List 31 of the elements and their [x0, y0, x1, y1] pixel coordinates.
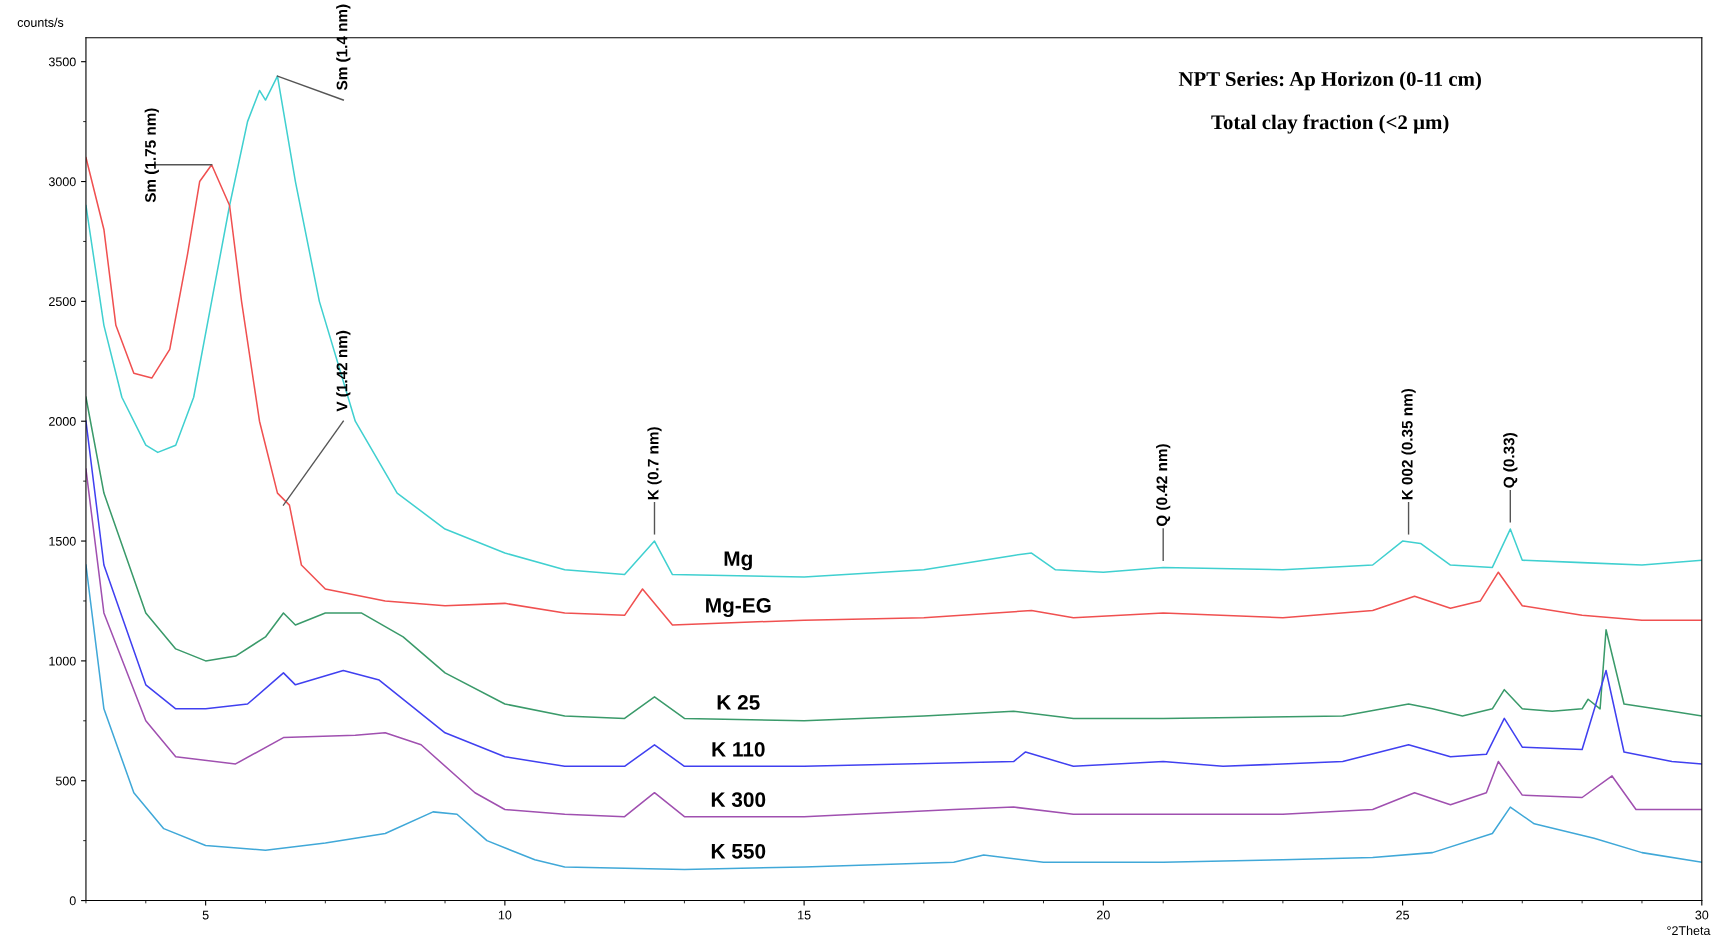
annotation: Sm (1.4 nm) [336, 4, 351, 91]
x-tick-label: 10 [498, 910, 512, 920]
y-tick-label: 1500 [49, 536, 76, 546]
series-label: K 110 [712, 741, 765, 757]
series-label: K 300 [711, 792, 766, 808]
y-tick-label: 3500 [48, 57, 76, 67]
y-tick-label: 500 [55, 776, 76, 786]
annotation: Q (0.33) [1503, 433, 1518, 488]
series-label: K 550 [711, 843, 766, 859]
x-tick-label: 30 [1695, 910, 1709, 920]
y-tick-label: 2000 [49, 417, 76, 426]
x-axis-title: °2Theta [1667, 925, 1711, 936]
x-tick-label: 15 [798, 910, 811, 920]
annotation: K 002 (0.35 nm) [1401, 388, 1416, 500]
y-axis-title: counts/s [17, 17, 64, 27]
x-tick-label: 20 [1097, 910, 1110, 920]
x-tick-label: 25 [1396, 910, 1410, 920]
y-tick-label: 3000 [48, 177, 76, 187]
series-label: Mg [724, 551, 752, 571]
annotation: K (0.7 nm) [647, 427, 662, 500]
annotation: Q (0.42 nm) [1156, 444, 1171, 527]
text: Total clay fraction (<2 µm) [1211, 114, 1449, 134]
annotation: V (1.42 nm) [336, 330, 351, 412]
y-tick-label: 1000 [49, 656, 76, 666]
y-tick-label: 0 [69, 896, 76, 906]
annotation: Sm (1.75 nm) [144, 108, 159, 203]
series-label: K 25 [717, 695, 760, 710]
y-tick-label: 2500 [49, 297, 76, 307]
x-tick-label: 5 [202, 910, 209, 920]
text: NPT Series: Ap Horizon (0-11 cm) [1178, 71, 1481, 91]
series-label: Mg-EG [706, 598, 771, 617]
